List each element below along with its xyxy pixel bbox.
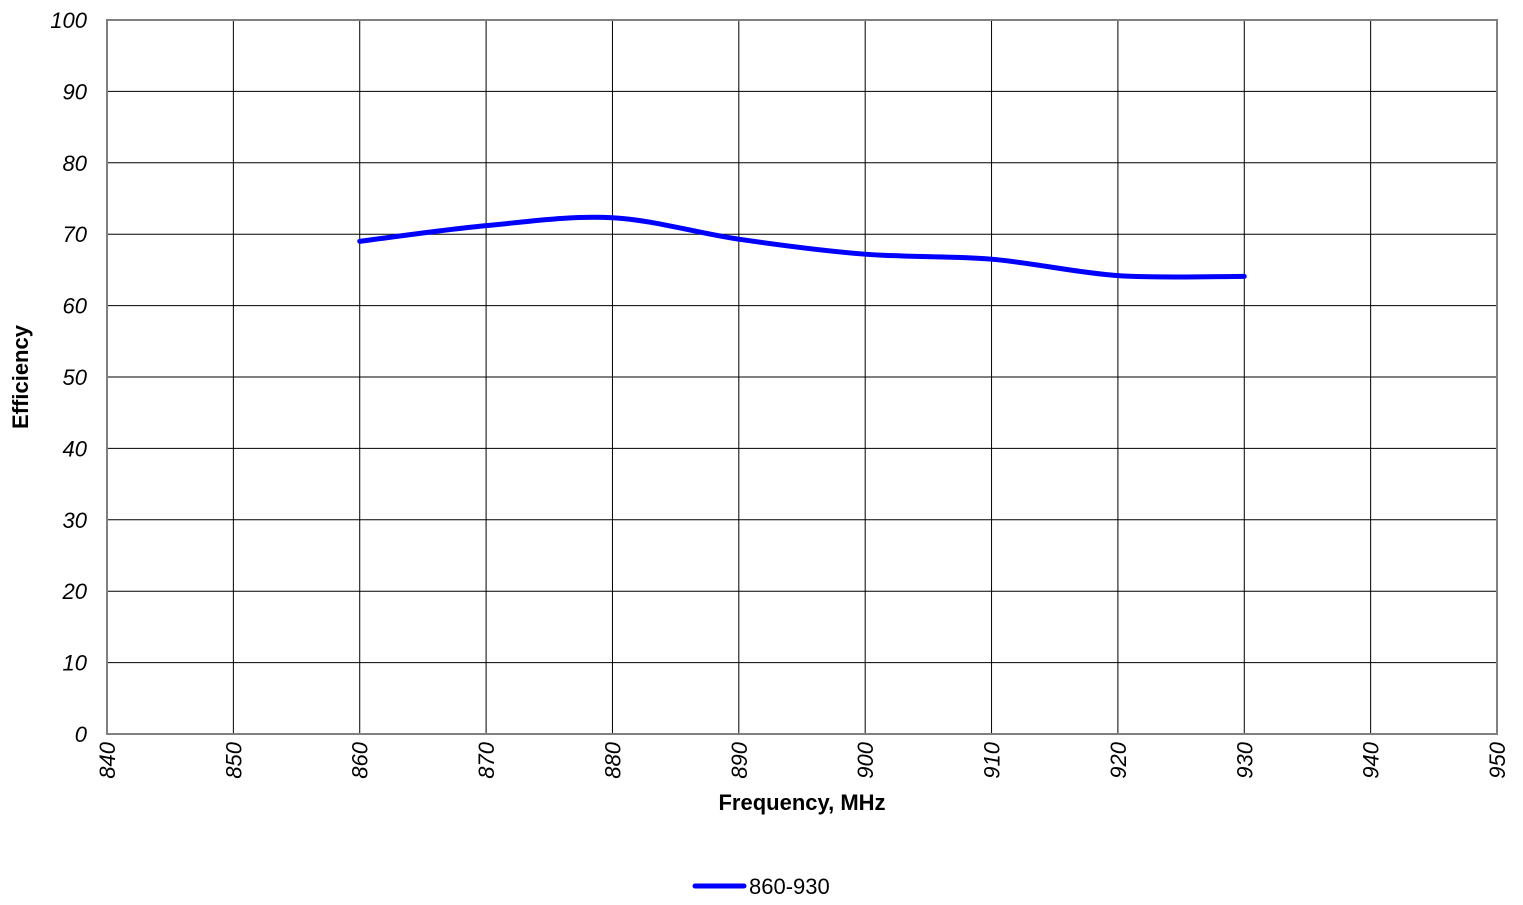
y-tick-label: 40	[63, 436, 88, 461]
x-tick-label: 860	[348, 741, 373, 778]
x-tick-label: 910	[980, 741, 1005, 778]
x-tick-label: 930	[1232, 741, 1257, 778]
y-tick-label: 20	[62, 579, 88, 604]
x-tick-label: 890	[727, 741, 752, 778]
x-tick-label: 920	[1106, 741, 1131, 778]
x-axis-title: Frequency, MHz	[718, 790, 885, 815]
y-tick-label: 0	[75, 722, 88, 747]
y-tick-label: 70	[63, 222, 88, 247]
grid	[106, 19, 1498, 735]
y-tick-label: 100	[50, 8, 87, 33]
series-line	[357, 214, 1247, 280]
series-layer	[357, 214, 1247, 280]
x-axis-ticks: 840 850 860 870 880 890 900 910 920 930 940 950	[95, 741, 1510, 778]
legend: 860-930	[692, 874, 830, 899]
legend-label: 860-930	[749, 874, 830, 899]
x-tick-label: 840	[95, 741, 120, 778]
y-tick-label: 10	[63, 651, 88, 676]
x-tick-label: 870	[474, 741, 499, 778]
x-tick-label: 900	[853, 741, 878, 778]
x-tick-label: 940	[1359, 741, 1384, 778]
y-tick-label: 50	[63, 365, 88, 390]
y-tick-label: 90	[63, 79, 88, 104]
x-tick-label: 850	[221, 741, 246, 778]
y-tick-label: 60	[63, 294, 88, 319]
y-tick-label: 80	[63, 151, 88, 176]
plot-area	[106, 19, 1498, 735]
y-tick-label: 30	[63, 508, 88, 533]
x-tick-label: 950	[1485, 741, 1510, 778]
y-axis-title: Efficiency	[8, 324, 33, 429]
x-tick-label: 880	[600, 741, 625, 778]
y-axis-ticks: 0 10 20 30 40 50 60 70 80 90 100	[50, 8, 87, 747]
